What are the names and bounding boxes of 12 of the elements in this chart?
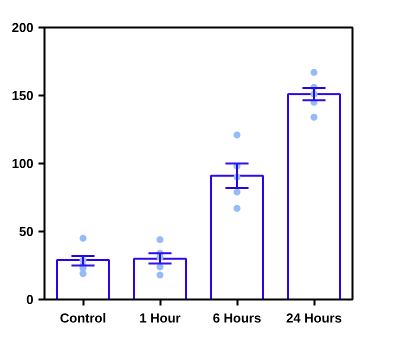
bar — [133, 258, 187, 300]
x-tick-label: Control — [60, 310, 106, 326]
y-tick-label: 150 — [12, 88, 34, 103]
y-tick-label: 200 — [12, 20, 34, 35]
bar — [287, 93, 341, 300]
x-tick-label: 24 Hours — [286, 310, 342, 326]
x-tick-label: 1 Hour — [139, 310, 181, 326]
x-tick-label: 6 Hours — [212, 310, 262, 326]
bar — [56, 259, 110, 300]
y-tick-label: 100 — [12, 156, 34, 171]
y-tick-label: 50 — [19, 224, 34, 239]
y-tick-label: 0 — [26, 292, 34, 307]
